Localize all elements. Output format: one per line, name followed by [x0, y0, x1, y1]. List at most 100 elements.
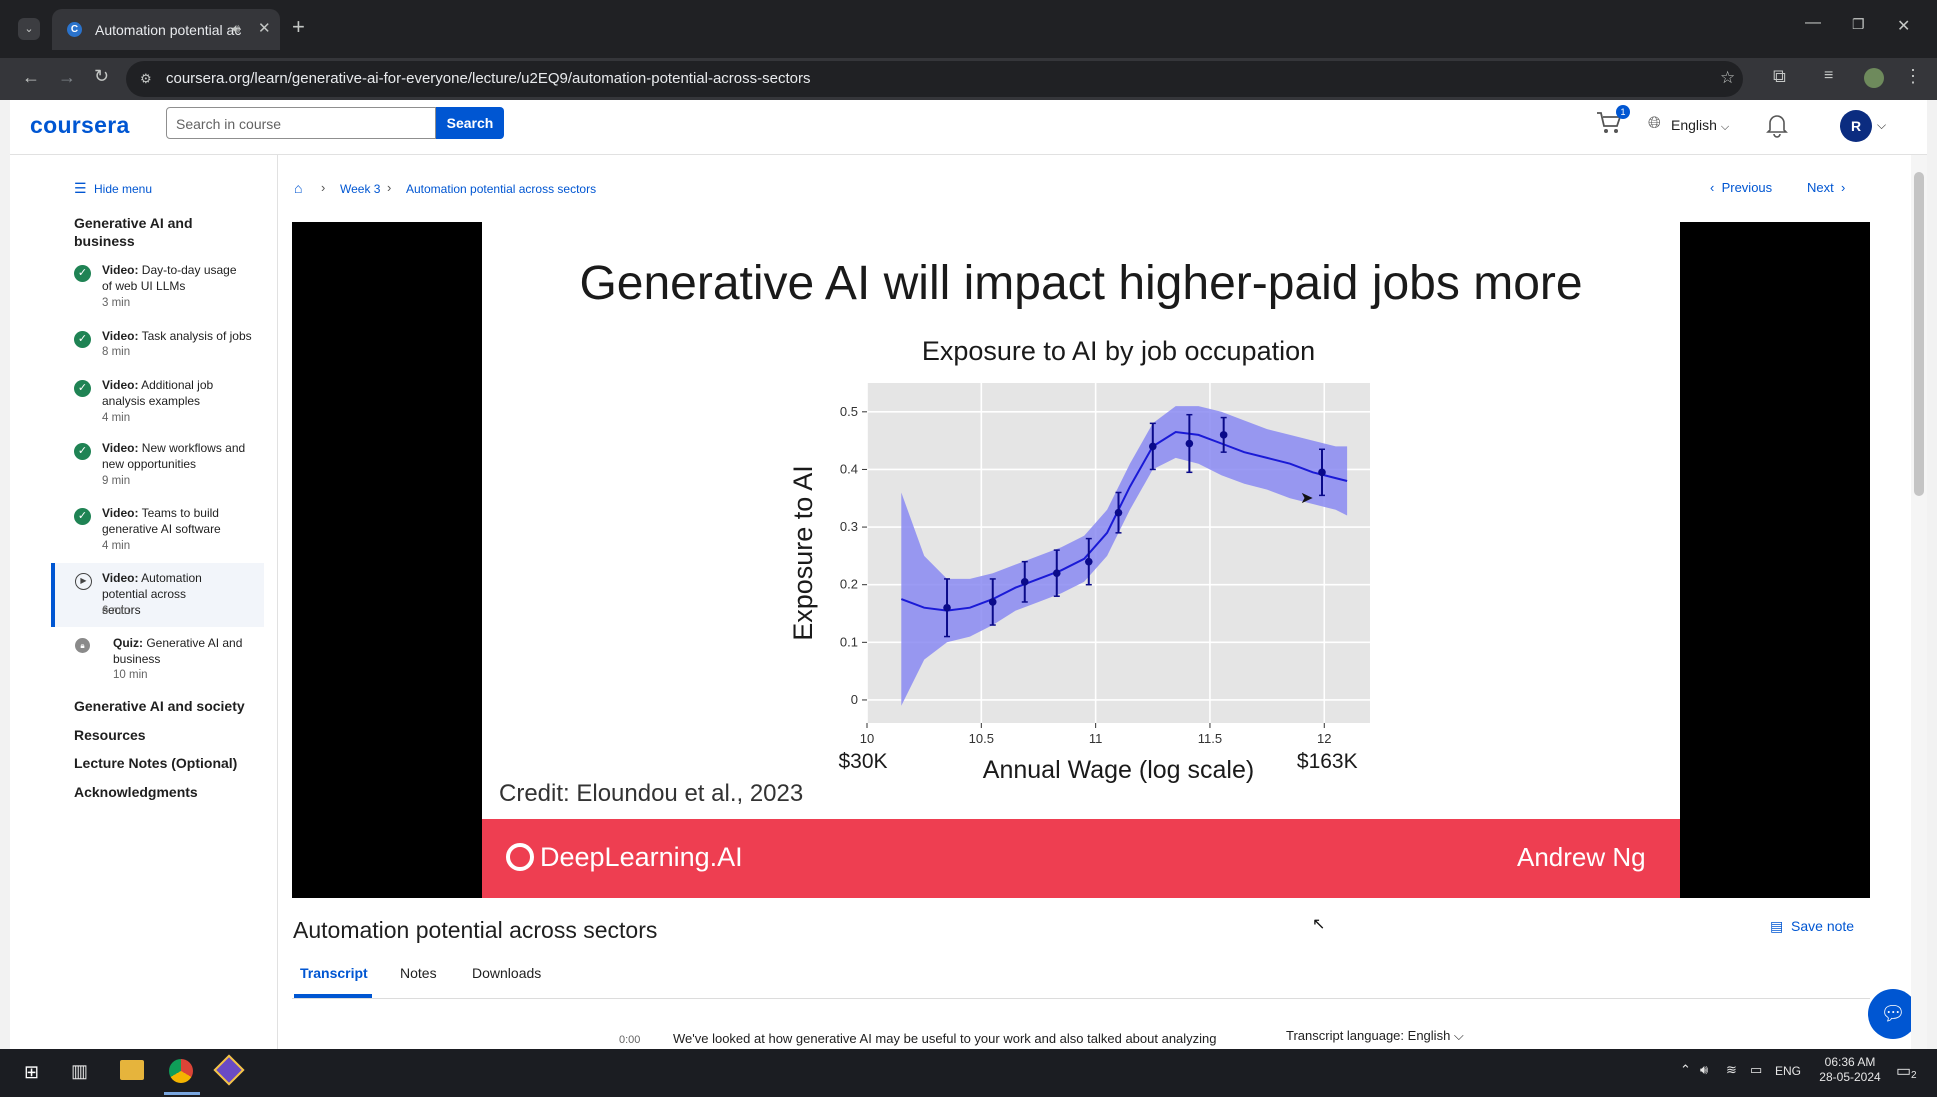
back-icon[interactable]: ←	[22, 67, 40, 87]
data-point	[1020, 578, 1029, 586]
item-duration: 3 min	[102, 297, 131, 309]
cart-count-badge: 1	[1616, 105, 1630, 119]
item-title: Automation potential across sectors	[102, 571, 202, 617]
extensions-icon[interactable]: ⧉	[1773, 66, 1786, 86]
avatar-chevron-icon[interactable]: ⌵	[1877, 118, 1887, 132]
restore-icon[interactable]: ❐	[1852, 16, 1865, 32]
close-tab-icon[interactable]: ✕	[258, 20, 271, 37]
window-close-icon[interactable]: ✕	[1897, 18, 1911, 35]
chrome-icon[interactable]	[169, 1059, 193, 1083]
reload-icon[interactable]: ↻	[94, 66, 110, 86]
item-type: Quiz:	[113, 636, 143, 650]
search-input[interactable]: Search in course	[166, 107, 436, 139]
chevron-right-icon: ›	[1840, 180, 1846, 195]
item-duration: 8 min	[102, 346, 131, 358]
input-language[interactable]: ENG	[1775, 1064, 1802, 1078]
completed-check-icon: ✓	[74, 443, 91, 460]
clock[interactable]: 06:36 AM 28-05-2024	[1815, 1055, 1885, 1085]
sidebar-section-acknowledgments[interactable]: Acknowledgments	[74, 784, 198, 800]
y-tick-label: 0.1	[840, 634, 858, 649]
coursera-favicon-icon: C	[67, 22, 82, 37]
completed-check-icon: ✓	[74, 331, 91, 348]
module-title[interactable]: Generative AI and business	[74, 215, 193, 249]
data-point	[1084, 557, 1093, 566]
exposure-chart: Exposure to AI by job occupation 10 10.5 11…	[788, 336, 1370, 784]
item-duration: 10 min	[113, 669, 148, 681]
chevron-left-icon: ‹	[1710, 180, 1715, 195]
hamburger-icon[interactable]: ☰	[74, 180, 87, 196]
wifi-icon[interactable]: ≋	[1726, 1062, 1737, 1077]
battery-icon[interactable]: ▭	[1750, 1062, 1763, 1077]
sidebar-section-resources[interactable]: Resources	[74, 727, 146, 743]
play-circle-icon: ▶	[75, 573, 92, 590]
scrollbar-thumb[interactable]	[1914, 172, 1924, 496]
y-tick-label: 0.4	[840, 461, 858, 476]
windows-start-icon[interactable]: ⊞	[24, 1062, 40, 1082]
data-point	[1052, 569, 1061, 577]
audio-playing-icon[interactable]: 🔊︎	[232, 21, 241, 36]
breadcrumb-week[interactable]: Week 3	[340, 182, 381, 196]
chat-bubble-icon[interactable]: 💬︎	[1868, 989, 1918, 1039]
data-point	[1219, 431, 1228, 439]
new-tab-button[interactable]: +	[292, 14, 305, 39]
tabs-divider	[292, 998, 1870, 999]
forward-icon[interactable]: →	[58, 67, 76, 87]
minimize-icon[interactable]: —	[1805, 14, 1821, 31]
coursera-logo[interactable]: coursera	[30, 112, 130, 138]
volume-icon[interactable]: 🔊︎	[1700, 1062, 1709, 1077]
save-note-button[interactable]: ▤ Save note	[1770, 918, 1854, 935]
hide-menu-link[interactable]: Hide menu	[94, 182, 153, 196]
wage-high-label: $163K	[1297, 750, 1358, 773]
chevron-down-icon: ⌵	[1453, 1028, 1464, 1043]
tab-search-chevron-icon[interactable]: ⌄	[18, 18, 40, 40]
y-axis-label: Exposure to AI	[788, 465, 818, 641]
chevron-down-icon: ⌵	[1720, 121, 1730, 133]
transcript-language-value: English	[1407, 1028, 1451, 1043]
media-control-icon[interactable]: ≡	[1824, 67, 1834, 84]
transcript-language-select[interactable]: Transcript language: English ⌵	[1286, 1028, 1464, 1044]
previous-button[interactable]: ‹ Previous	[1710, 180, 1772, 195]
task-view-icon[interactable]: ▥	[71, 1061, 89, 1081]
transcript-line[interactable]: We've looked at how generative AI may be…	[673, 1031, 1217, 1046]
sidebar-item-automation-potential[interactable]: ▶ Video: Automation potential across sec…	[51, 563, 264, 627]
tab-notes[interactable]: Notes	[400, 965, 437, 981]
transcript-timestamp[interactable]: 0:00	[619, 1034, 641, 1046]
browser-tab[interactable]: C Automation potential across sectors 🔊︎…	[52, 9, 280, 50]
smoothed-trend-line	[900, 430, 1348, 612]
avatar[interactable]: R	[1840, 110, 1872, 142]
chart-panel	[867, 383, 1370, 723]
data-point	[1318, 468, 1326, 477]
data-point	[1148, 442, 1157, 451]
profile-icon[interactable]	[1864, 68, 1884, 88]
site-header	[10, 100, 1927, 155]
sidebar-section-society[interactable]: Generative AI and society	[74, 698, 245, 714]
item-type: Video:	[102, 329, 139, 343]
tab-downloads[interactable]: Downloads	[472, 965, 542, 981]
sidebar-section-lecture-notes[interactable]: Lecture Notes (Optional)	[74, 755, 238, 771]
clock-time: 06:36 AM	[1824, 1055, 1876, 1069]
file-explorer-icon[interactable]	[120, 1060, 144, 1080]
tab-transcript[interactable]: Transcript	[300, 965, 368, 981]
breadcrumb-page[interactable]: Automation potential across sectors	[406, 182, 597, 196]
bookmark-star-icon[interactable]: ☆	[1720, 68, 1736, 87]
browser-menu-icon[interactable]: ⋮	[1904, 66, 1922, 86]
home-icon[interactable]: ⌂	[294, 180, 303, 196]
address-bar[interactable]: ⚙ coursera.org/learn/generative-ai-for-e…	[126, 61, 1743, 97]
tray-chevron-icon[interactable]: ⌃	[1680, 1062, 1691, 1077]
language-selector[interactable]: English ⌵	[1671, 117, 1729, 134]
url-text: coursera.org/learn/generative-ai-for-eve…	[166, 70, 811, 87]
y-tick-label: 0.5	[840, 404, 858, 419]
notifications-bell-icon[interactable]	[1766, 112, 1788, 138]
data-point	[943, 603, 951, 612]
slide-headline: Generative AI will impact higher-paid jo…	[579, 257, 1583, 310]
next-button[interactable]: Next ›	[1807, 180, 1845, 195]
globe-icon: 🌐︎	[1648, 115, 1661, 132]
previous-label: Previous	[1721, 180, 1773, 195]
slide-credit: Credit: Eloundou et al., 2023	[499, 780, 804, 807]
item-type: Video:	[102, 441, 139, 455]
search-button[interactable]: Search	[436, 107, 504, 139]
notification-center-icon[interactable]: ▭	[1896, 1063, 1912, 1080]
site-info-icon[interactable]: ⚙	[140, 71, 152, 86]
item-type: Video:	[102, 506, 139, 520]
